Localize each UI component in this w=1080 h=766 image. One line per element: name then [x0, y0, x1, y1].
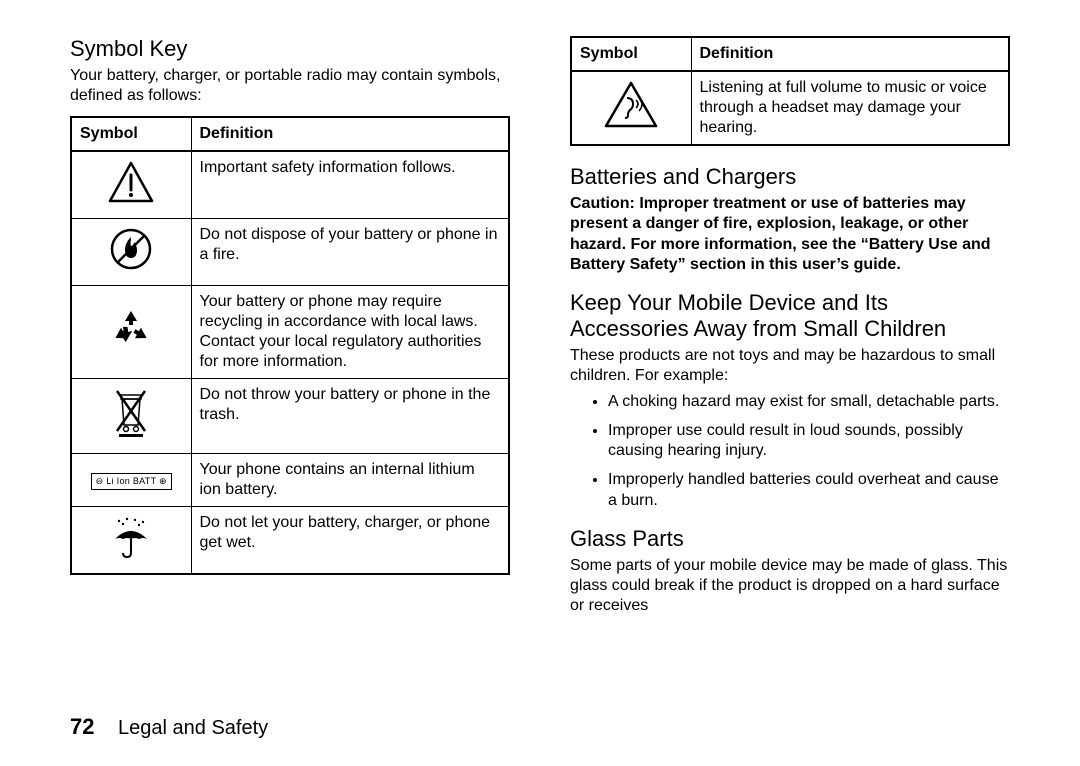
warning-triangle-icon — [71, 151, 191, 219]
table-row: Do not dispose of your battery or phone … — [71, 219, 509, 286]
table-row: Listening at full volume to music or voi… — [571, 71, 1009, 145]
col-definition: Definition — [691, 37, 1009, 71]
list-item: Improperly handled batteries could overh… — [608, 470, 1010, 512]
no-fire-icon — [71, 219, 191, 286]
children-heading: Keep Your Mobile Device and Its Accessor… — [570, 290, 1010, 342]
left-column: Symbol Key Your battery, charger, or por… — [70, 36, 510, 626]
table-cell: Listening at full volume to music or voi… — [691, 71, 1009, 145]
page-footer: 72 Legal and Safety — [70, 714, 268, 740]
table-row: Your battery or phone may require recycl… — [71, 286, 509, 379]
table-cell: Do not let your battery, charger, or pho… — [191, 507, 509, 575]
table-cell: Do not dispose of your battery or phone … — [191, 219, 509, 286]
no-trash-icon — [71, 379, 191, 454]
glass-body: Some parts of your mobile device may be … — [570, 556, 1010, 616]
table-cell: Your phone contains an internal lithium … — [191, 454, 509, 507]
table-row: Important safety information follows. — [71, 151, 509, 219]
recycle-icon — [71, 286, 191, 379]
table-cell: Important safety information follows. — [191, 151, 509, 219]
hearing-warning-icon — [571, 71, 691, 145]
symbol-table-left: Symbol Definition Important safety infor… — [70, 116, 510, 575]
table-row: Do not throw your battery or phone in th… — [71, 379, 509, 454]
list-item: Improper use could result in loud sounds… — [608, 421, 1010, 463]
batteries-heading: Batteries and Chargers — [570, 164, 1010, 190]
liion-icon: ⊖ Li Ion BATT ⊕ — [71, 454, 191, 507]
children-intro: These products are not toys and may be h… — [570, 346, 1010, 386]
table-cell: Your battery or phone may require recycl… — [191, 286, 509, 379]
right-column: Symbol Definition Listening at full volu — [570, 36, 1010, 626]
section-title: Legal and Safety — [118, 717, 268, 739]
col-symbol: Symbol — [571, 37, 691, 71]
glass-heading: Glass Parts — [570, 526, 1010, 552]
umbrella-icon — [71, 507, 191, 575]
batteries-caution: Caution: Improper treatment or use of ba… — [570, 194, 1010, 276]
list-item: A choking hazard may exist for small, de… — [608, 392, 1010, 413]
symbol-key-intro: Your battery, charger, or portable radio… — [70, 66, 510, 106]
table-row: Do not let your battery, charger, or pho… — [71, 507, 509, 575]
children-bullets: A choking hazard may exist for small, de… — [570, 392, 1010, 512]
col-symbol: Symbol — [71, 117, 191, 151]
table-row: ⊖ Li Ion BATT ⊕ Your phone contains an i… — [71, 454, 509, 507]
symbol-table-right: Symbol Definition Listening at full volu — [570, 36, 1010, 146]
symbol-key-heading: Symbol Key — [70, 36, 510, 62]
table-cell: Do not throw your battery or phone in th… — [191, 379, 509, 454]
page-number: 72 — [70, 714, 94, 739]
col-definition: Definition — [191, 117, 509, 151]
